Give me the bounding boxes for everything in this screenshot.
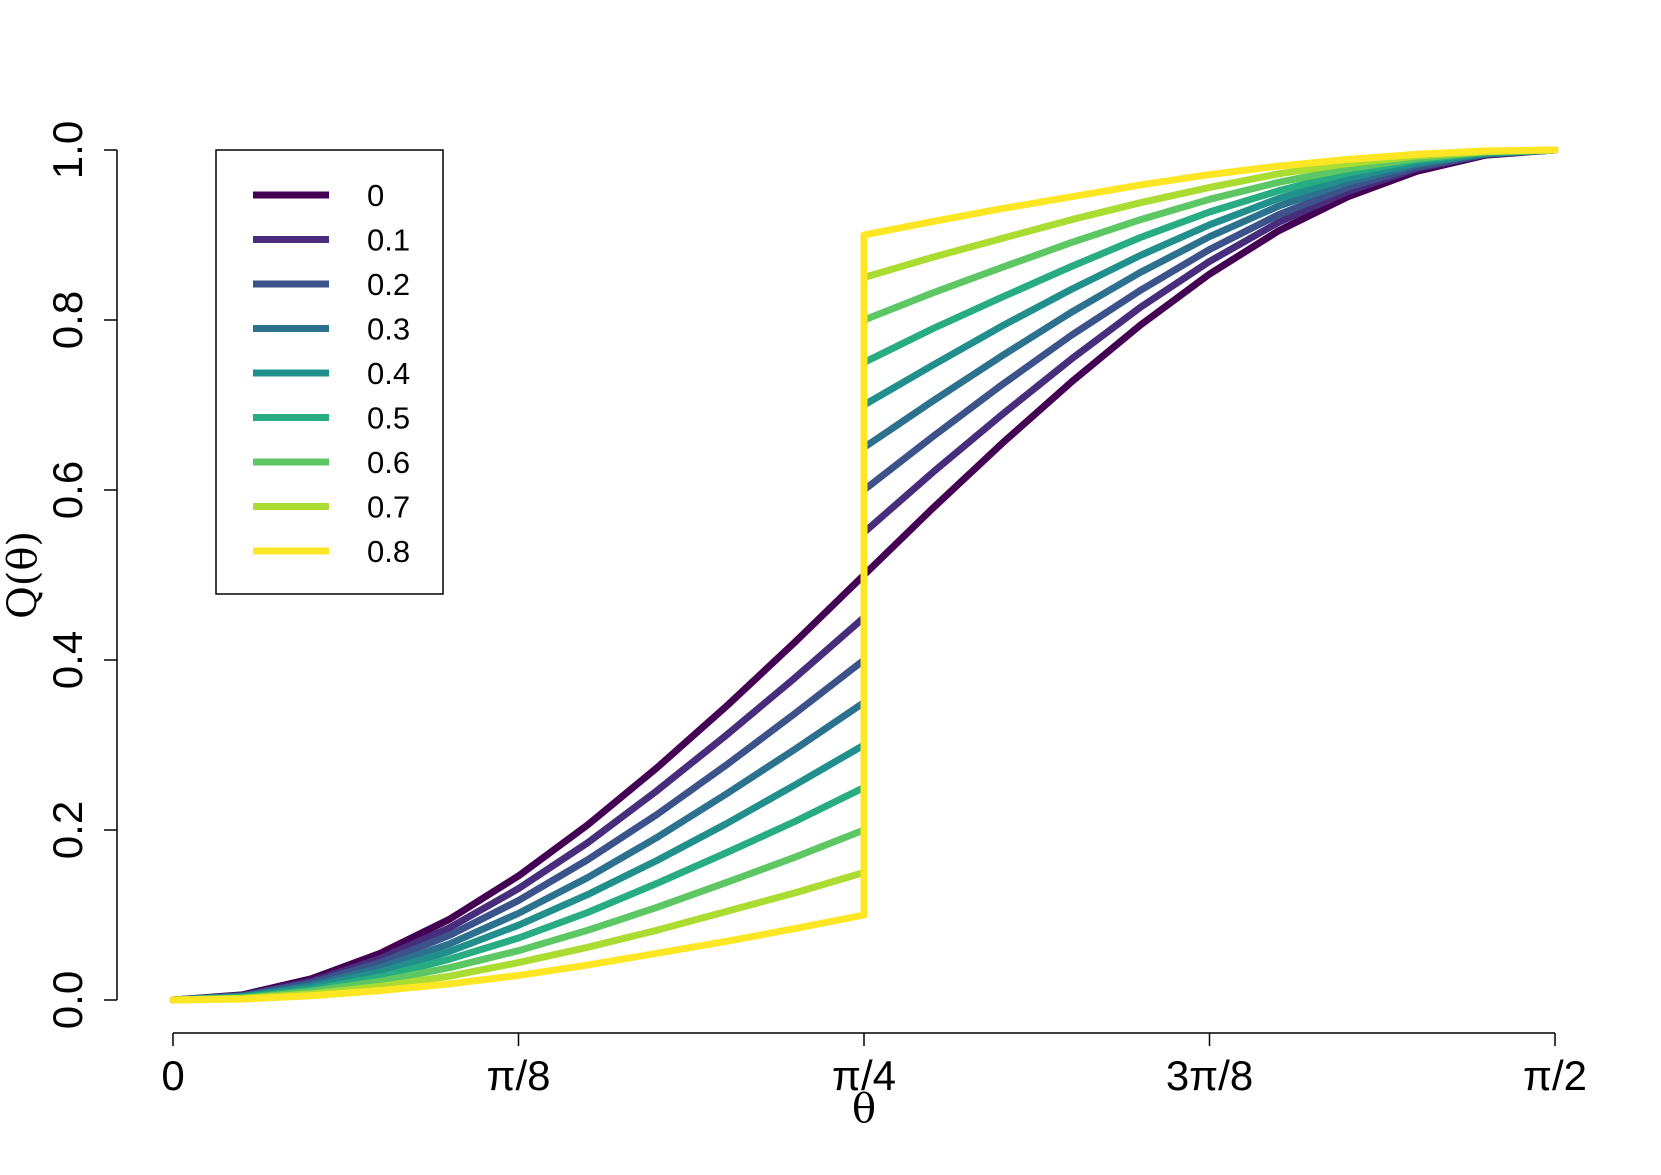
y-tick-label: 0.0 — [44, 971, 91, 1029]
y-tick-label: 0.4 — [44, 631, 91, 689]
y-tick-label: 1.0 — [44, 121, 91, 179]
legend-label: 0.4 — [367, 356, 410, 391]
legend-label: 0.5 — [367, 401, 410, 436]
y-tick-label: 0.2 — [44, 801, 91, 859]
legend-label: 0.7 — [367, 490, 410, 525]
legend-label: 0.1 — [367, 223, 410, 258]
y-axis: 0.0 0.2 0.4 0.6 0.8 1.0 — [44, 121, 118, 1029]
y-tick-label: 0.8 — [44, 291, 91, 349]
x-axis-title: θ — [852, 1086, 876, 1132]
series-line-8 — [169, 146, 1559, 1004]
legend-label: 0.3 — [367, 312, 410, 347]
legend-label: 0.6 — [367, 445, 410, 480]
x-tick-label: 3π/8 — [1166, 1052, 1253, 1099]
y-tick-label: 0.6 — [44, 461, 91, 519]
legend-label: 0 — [367, 178, 384, 213]
x-tick-label: π/4 — [832, 1052, 896, 1099]
x-axis: 0 π/8 π/4 3π/8 π/2 — [161, 1032, 1587, 1099]
legend-label: 0.8 — [367, 534, 410, 569]
x-tick-label: 0 — [161, 1052, 184, 1099]
y-axis-title: Q(θ) — [0, 531, 46, 619]
x-tick-label: π/8 — [486, 1052, 550, 1099]
x-tick-label: π/2 — [1523, 1052, 1587, 1099]
legend-label: 0.2 — [367, 267, 410, 302]
legend: 0 0.1 0.2 0.3 0.4 0.5 0.6 0.7 0.8 — [215, 149, 444, 595]
series-layer — [169, 146, 1559, 1004]
